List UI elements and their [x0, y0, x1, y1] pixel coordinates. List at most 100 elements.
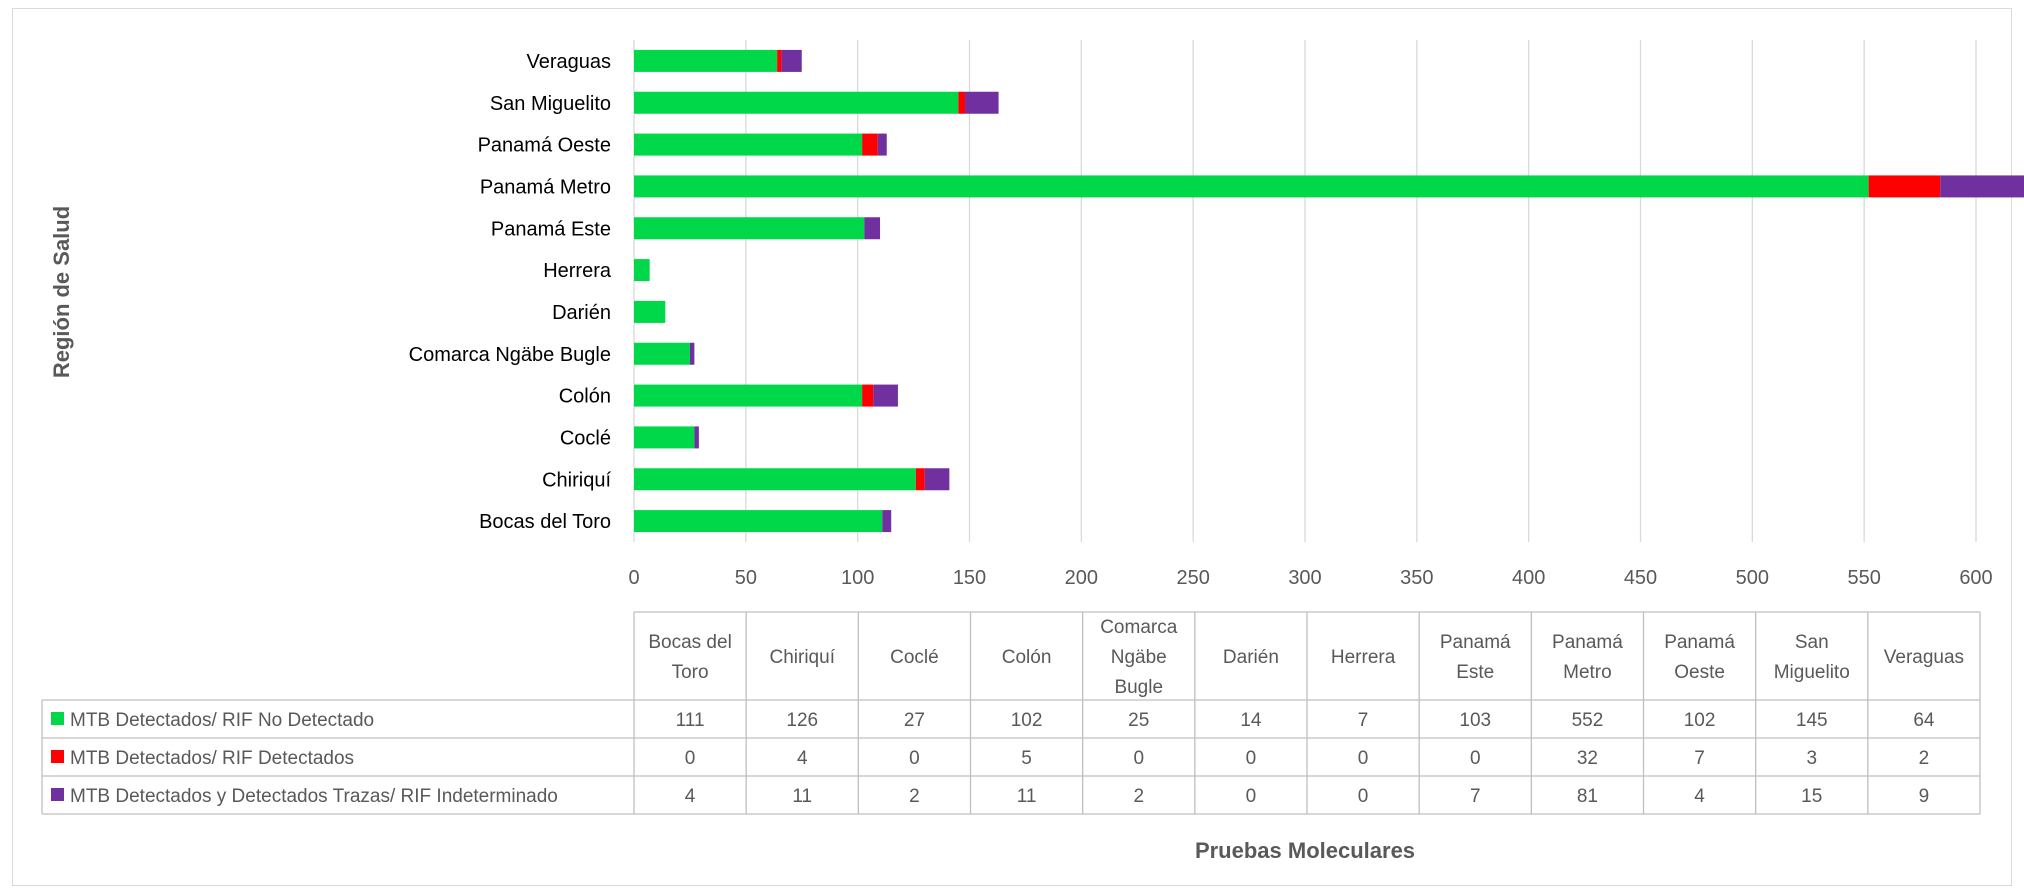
table-cell: 4 — [685, 786, 696, 807]
table-header: San — [1795, 632, 1829, 653]
x-tick-label: 0 — [628, 567, 639, 589]
category-label: Coclé — [560, 427, 611, 449]
table-cell: 7 — [1470, 786, 1481, 807]
legend-swatch — [51, 712, 64, 725]
category-label: Bocas del Toro — [479, 511, 611, 533]
table-cell: 2 — [1133, 786, 1144, 807]
bar-0-9 — [634, 133, 863, 156]
table-header: Miguelito — [1774, 662, 1850, 683]
x-tick-label: 350 — [1400, 567, 1433, 589]
table-header: Toro — [672, 662, 709, 683]
table-cell: 103 — [1459, 710, 1491, 731]
table-header: Herrera — [1331, 647, 1396, 668]
bar-1-9 — [862, 133, 878, 156]
table-header: Veraguas — [1884, 647, 1964, 668]
table-header: Coclé — [890, 647, 939, 668]
category-label: Comarca Ngäbe Bugle — [409, 344, 611, 366]
table-cell: 11 — [792, 786, 812, 807]
table-cell: 64 — [1913, 710, 1935, 731]
x-tick-label: 550 — [1847, 567, 1880, 589]
table-header: Este — [1456, 662, 1494, 683]
table-header: Bugle — [1114, 677, 1163, 698]
table-cell: 3 — [1806, 748, 1817, 769]
bar-2-2 — [694, 426, 699, 449]
table-cell: 81 — [1577, 786, 1598, 807]
table-cell: 15 — [1801, 786, 1822, 807]
table-cell: 126 — [786, 710, 818, 731]
x-tick-label: 450 — [1624, 567, 1657, 589]
table-cell: 0 — [1133, 748, 1144, 769]
bar-0-0 — [634, 510, 883, 533]
table-cell: 4 — [797, 748, 808, 769]
table-header: Metro — [1563, 662, 1612, 683]
legend-label: MTB Detectados/ RIF No Detectado — [70, 710, 374, 731]
table-header: Chiriquí — [770, 647, 836, 668]
y-axis-title: Región de Salud — [49, 206, 74, 378]
table-header: Panamá — [1664, 632, 1735, 653]
table-header: Darién — [1223, 647, 1279, 668]
table-cell: 0 — [1246, 748, 1257, 769]
table-cell: 4 — [1694, 786, 1705, 807]
table-cell: 0 — [1358, 748, 1369, 769]
bar-0-10 — [634, 91, 959, 114]
category-label: Darién — [552, 302, 611, 324]
table-cell: 32 — [1577, 748, 1598, 769]
table-cell: 0 — [909, 748, 920, 769]
bar-0-2 — [634, 426, 695, 449]
table-cell: 9 — [1919, 786, 1930, 807]
x-tick-label: 200 — [1065, 567, 1098, 589]
category-label: San Miguelito — [490, 93, 611, 115]
bar-0-4 — [634, 342, 690, 365]
table-cell: 145 — [1796, 710, 1828, 731]
bar-2-9 — [877, 133, 887, 156]
bar-2-0 — [882, 510, 892, 533]
bar-2-7 — [864, 217, 881, 240]
table-cell: 0 — [1246, 786, 1257, 807]
bar-0-11 — [634, 49, 778, 72]
bar-2-1 — [924, 468, 950, 491]
bar-1-10 — [958, 91, 966, 114]
category-label: Veraguas — [526, 51, 611, 73]
x-tick-label: 150 — [953, 567, 986, 589]
chart-frame — [12, 8, 2012, 886]
table-header: Bocas del — [648, 632, 731, 653]
bar-0-1 — [634, 468, 916, 491]
category-label: Panamá Metro — [480, 176, 611, 198]
table-header: Oeste — [1674, 662, 1725, 683]
bar-1-1 — [915, 468, 925, 491]
bar-1-8 — [1868, 175, 1941, 198]
x-tick-label: 400 — [1512, 567, 1545, 589]
category-label: Colón — [559, 386, 611, 408]
bar-2-11 — [781, 49, 802, 72]
bar-0-7 — [634, 217, 865, 240]
table-cell: 552 — [1572, 710, 1604, 731]
table-header: Panamá — [1552, 632, 1623, 653]
bar-2-8 — [1940, 175, 2024, 198]
category-label: Chiriquí — [542, 469, 611, 491]
category-label: Panamá Oeste — [478, 135, 611, 157]
table-cell: 102 — [1011, 710, 1043, 731]
gridlines — [633, 40, 1977, 542]
table-cell: 2 — [1919, 748, 1930, 769]
bar-0-6 — [634, 259, 650, 282]
category-label: Panamá Este — [491, 218, 611, 240]
table-header: Comarca — [1100, 617, 1178, 638]
bar-2-3 — [873, 384, 898, 407]
table-header: Colón — [1002, 647, 1052, 668]
x-tick-label: 250 — [1176, 567, 1209, 589]
legend-label: MTB Detectados y Detectados Trazas/ RIF … — [70, 786, 558, 807]
table-header: Panamá — [1440, 632, 1511, 653]
table-cell: 11 — [1017, 786, 1037, 807]
bar-0-5 — [634, 300, 666, 323]
table-cell: 0 — [685, 748, 696, 769]
table-cell: 27 — [904, 710, 925, 731]
table-cell: 5 — [1021, 748, 1032, 769]
category-labels: Bocas del Toro Chiriquí Coclé Colón Comarca … — [409, 51, 612, 533]
legend-swatch — [51, 788, 64, 801]
x-tick-labels: 0 50 100 150 200 250 300 350 400 450 500 550 600 — [628, 567, 1992, 589]
bar-1-11 — [777, 49, 782, 72]
x-axis-title: Pruebas Moleculares — [1195, 838, 1415, 863]
x-tick-label: 500 — [1736, 567, 1769, 589]
table-cell: 7 — [1358, 710, 1369, 731]
